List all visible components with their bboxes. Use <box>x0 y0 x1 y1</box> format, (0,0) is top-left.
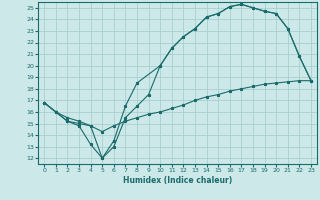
X-axis label: Humidex (Indice chaleur): Humidex (Indice chaleur) <box>123 176 232 185</box>
